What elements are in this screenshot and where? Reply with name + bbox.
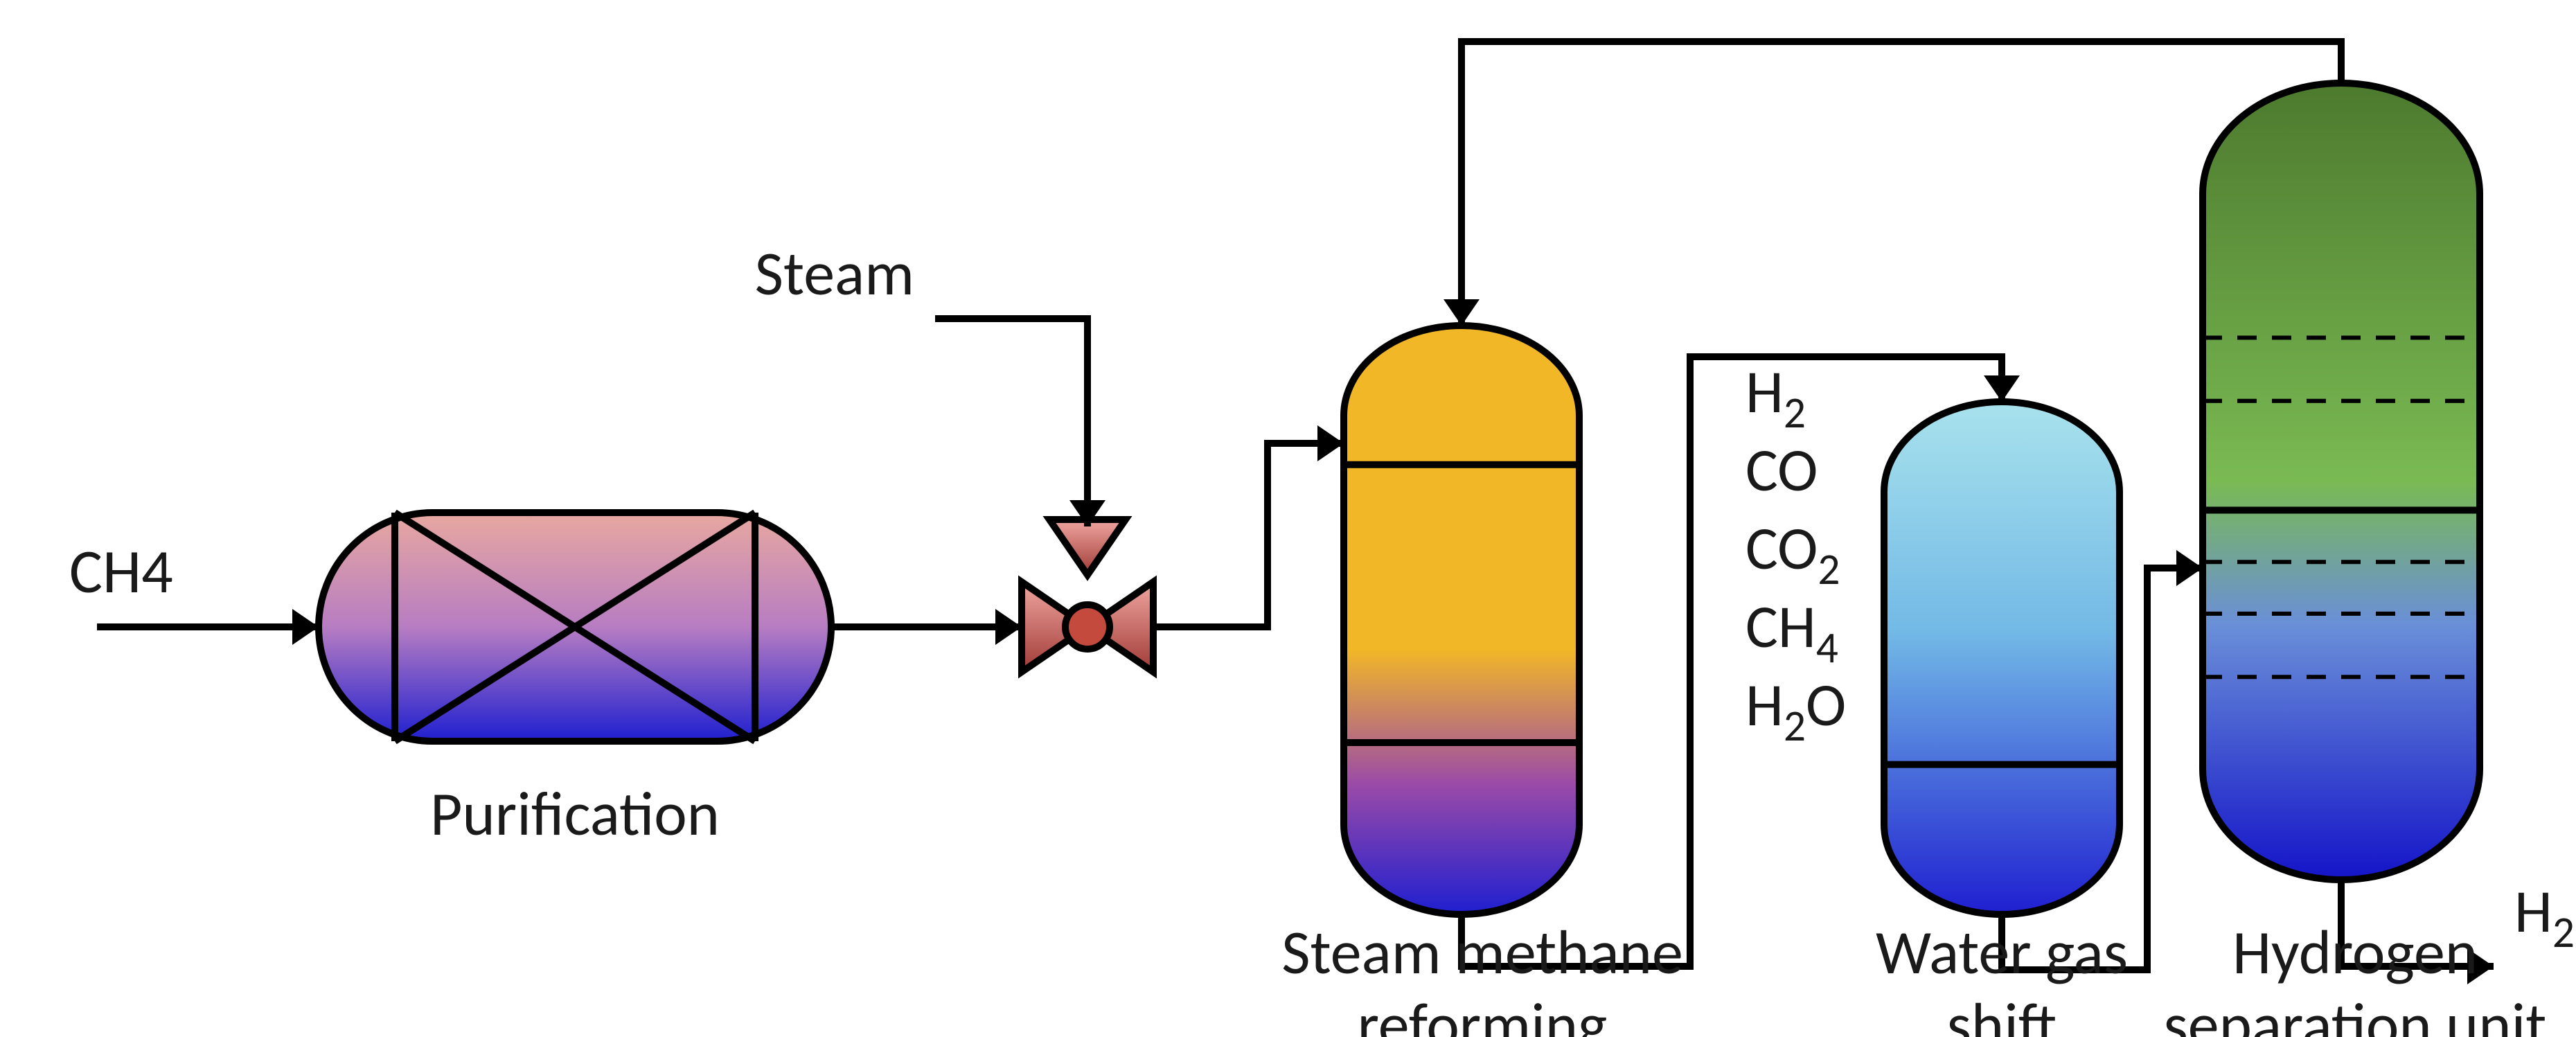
svg-text:Water gas: Water gas (1876, 914, 2128, 991)
label-ch4: CH4 (69, 533, 173, 610)
mixing-valve (1065, 605, 1110, 649)
label-purification: Purification (430, 776, 720, 852)
label-steam: Steam (755, 236, 914, 312)
svg-text:CO: CO (1746, 432, 1818, 507)
svg-text:separation unit: separation unit (2164, 987, 2547, 1037)
wgs-vessel (1884, 402, 2120, 914)
svg-text:Hydrogen: Hydrogen (2232, 914, 2478, 991)
smr-vessel (1344, 326, 1579, 914)
svg-text:reforming: reforming (1358, 987, 1608, 1037)
svg-text:Steam methane: Steam methane (1281, 914, 1682, 991)
svg-text:shift: shift (1947, 987, 2057, 1037)
svg-text:H2: H2 (1746, 354, 1806, 440)
hsu-vessel (2203, 83, 2480, 880)
svg-text:CH4: CH4 (1746, 589, 1838, 675)
svg-text:CO2: CO2 (1746, 511, 1840, 596)
label-h2-out: H2 (2514, 874, 2575, 959)
svg-text:H2O: H2O (1746, 667, 1846, 753)
stream-valve_to_smr (1153, 443, 1344, 627)
stream-steam_in (935, 319, 1087, 526)
